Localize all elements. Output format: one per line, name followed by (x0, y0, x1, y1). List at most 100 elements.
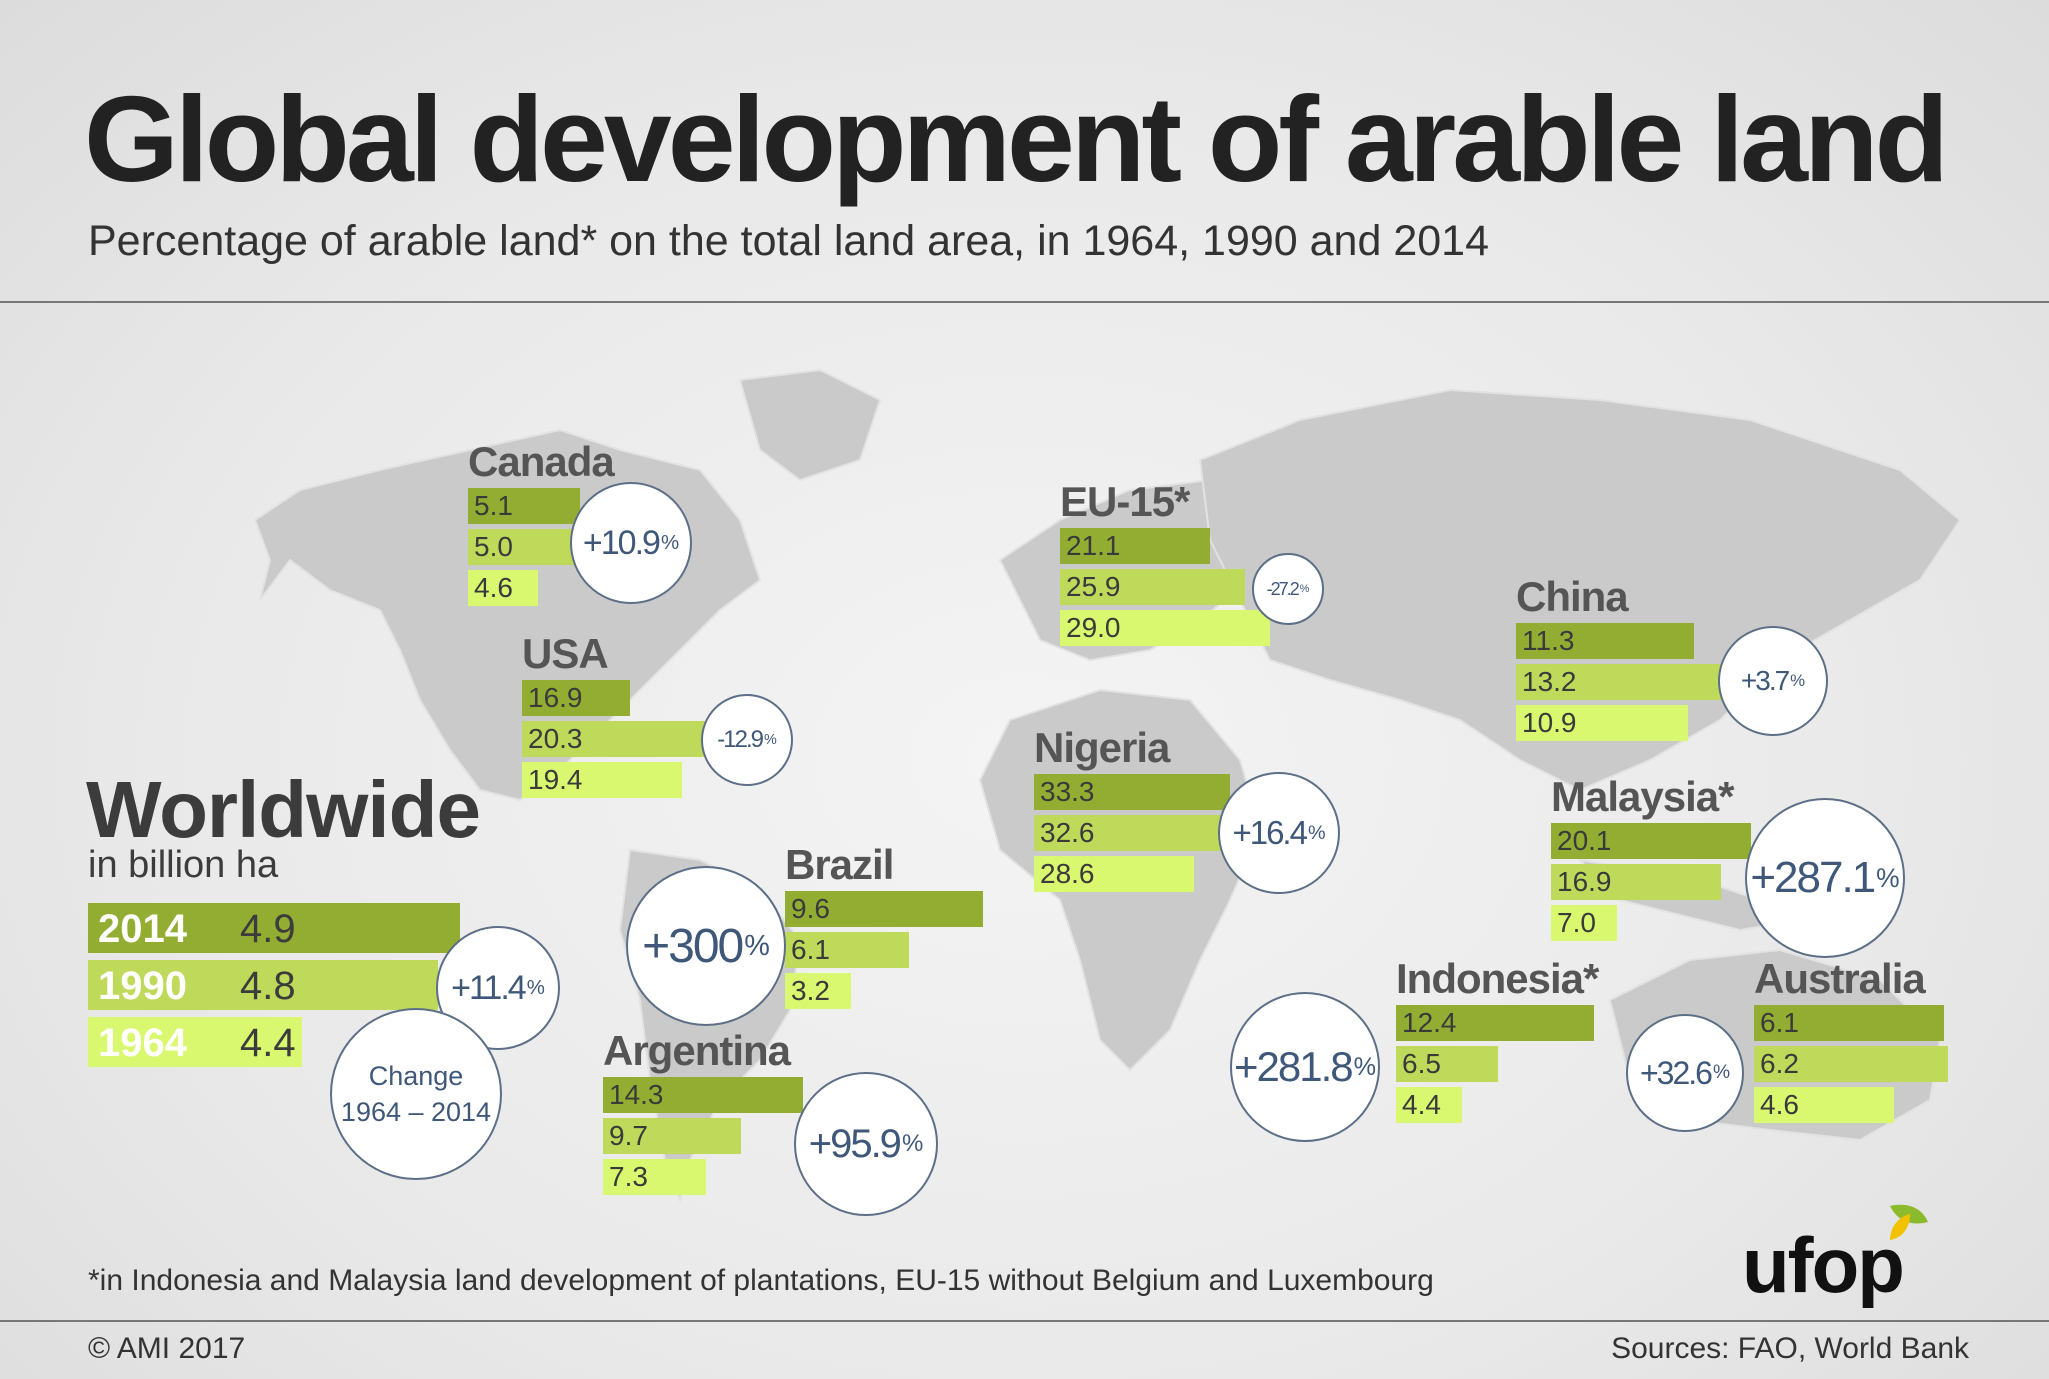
country-china: China 11.3 13.2 10.9 (1516, 576, 1746, 756)
bar-1964: 7.0 (1551, 905, 1617, 941)
page-subtitle: Percentage of arable land* on the total … (88, 217, 1489, 265)
worldwide-bar-2014: 2014 4.9 (88, 903, 460, 953)
bar-1990: 9.7 (603, 1118, 741, 1154)
percent-sign: % (901, 1130, 924, 1157)
country-nigeria: Nigeria 33.3 32.6 28.6 (1034, 727, 1264, 907)
bar-2014: 16.9 (522, 680, 630, 716)
bar-1990: 32.6 (1034, 815, 1230, 851)
bar-2014: 33.3 (1034, 774, 1230, 810)
bar-value: 4.6 (1760, 1089, 1799, 1120)
worldwide-unit: in billion ha (88, 844, 279, 886)
bar-2014: 9.6 (785, 891, 983, 927)
bar-value: 4.6 (474, 572, 513, 603)
bar-1964: 4.6 (1754, 1087, 1894, 1123)
bar-value: 12.4 (1402, 1007, 1457, 1038)
country-name: Indonesia* (1396, 955, 1599, 1002)
bar-value: 19.4 (528, 764, 583, 795)
bar-value: 5.1 (474, 490, 513, 521)
bar-1964: 3.2 (785, 973, 851, 1009)
bar-value: 3.2 (791, 975, 830, 1006)
bar-2014: 14.3 (603, 1077, 803, 1113)
percent-sign: % (1307, 821, 1326, 844)
bar-1990: 5.0 (468, 529, 578, 565)
bar-1990: 6.2 (1754, 1046, 1948, 1082)
year-label: 1990 (98, 964, 187, 1008)
change-legend-line1: Change (368, 1061, 464, 1091)
percent-sign: % (1353, 1052, 1377, 1081)
bar-value: 4.4 (240, 1021, 296, 1065)
change-badge-indonesia: +281.8% (1230, 992, 1380, 1142)
bar-value: 32.6 (1040, 817, 1095, 848)
bar-value: 20.1 (1557, 825, 1612, 856)
bar-1990: 20.3 (522, 721, 707, 757)
worldwide-bar-1964: 1964 4.4 (88, 1017, 302, 1067)
country-name: Nigeria (1034, 724, 1170, 771)
bar-1964: 28.6 (1034, 856, 1194, 892)
country-indonesia: Indonesia* 12.4 6.5 4.4 (1396, 958, 1626, 1138)
map-asia (1198, 388, 1962, 792)
bar-value: 9.6 (791, 893, 830, 924)
country-name: Australia (1754, 955, 1926, 1002)
change-badge-usa: -12.9% (701, 694, 793, 786)
change-badge-china: +3.7% (1718, 626, 1828, 736)
country-name: EU-15* (1060, 478, 1190, 525)
percent-sign: % (744, 929, 770, 962)
country-australia: Australia 6.1 6.2 4.6 (1754, 958, 1984, 1138)
bar-value: 7.3 (609, 1161, 648, 1192)
change-badge-australia: +32.6% (1626, 1014, 1744, 1132)
bar-1964: 10.9 (1516, 705, 1688, 741)
percent-sign: % (660, 531, 680, 554)
country-usa: USA 16.9 20.3 19.4 (522, 633, 722, 813)
percent-sign: % (1712, 1062, 1731, 1083)
country-canada: Canada 5.1 5.0 4.6 (468, 441, 708, 621)
copyright: © AMI 2017 (88, 1332, 246, 1365)
ufop-logo: ufop (1742, 1204, 1928, 1309)
change-value: +16.4 (1232, 814, 1307, 851)
country-name: China (1516, 573, 1629, 620)
change-value: +3.7 (1740, 665, 1790, 696)
bar-2014: 12.4 (1396, 1005, 1594, 1041)
change-badge-canada: +10.9% (570, 482, 692, 604)
bar-value: 28.6 (1040, 858, 1095, 889)
country-malaysia: Malaysia* 20.1 16.9 7.0 (1551, 776, 1781, 956)
percent-sign: % (1299, 583, 1310, 595)
bar-value: 16.9 (528, 682, 583, 713)
bar-2014: 11.3 (1516, 623, 1694, 659)
sources: Sources: FAO, World Bank (1611, 1332, 1969, 1365)
change-legend: Change 1964 – 2014 (330, 1008, 502, 1180)
change-value: +10.9 (582, 523, 661, 562)
change-badge-argentina: +95.9% (794, 1072, 938, 1216)
bar-value: 4.8 (240, 964, 296, 1008)
bar-value: 20.3 (528, 723, 583, 754)
bar-1990: 25.9 (1060, 569, 1245, 605)
change-value: +32.6 (1639, 1054, 1713, 1091)
country-eu15: EU-15* 21.1 25.9 29.0 (1060, 481, 1290, 661)
worldwide-title: Worldwide (86, 765, 481, 854)
bar-value: 6.1 (791, 934, 830, 965)
country-argentina: Argentina 14.3 9.7 7.3 (603, 1030, 823, 1210)
year-label: 2014 (98, 907, 187, 951)
bar-value: 6.5 (1402, 1048, 1441, 1079)
footnote: *in Indonesia and Malaysia land developm… (88, 1264, 1434, 1297)
bar-value: 14.3 (609, 1079, 664, 1110)
bar-value: 10.9 (1522, 707, 1577, 738)
country-name: Brazil (785, 841, 894, 888)
bar-value: 33.3 (1040, 776, 1095, 807)
change-badge-eu15: -27.2% (1252, 553, 1324, 625)
country-name: USA (522, 630, 609, 677)
bar-1990: 6.5 (1396, 1046, 1498, 1082)
bar-2014: 5.1 (468, 488, 580, 524)
bar-1990: 13.2 (1516, 664, 1726, 700)
change-badge-malaysia: +287.1% (1745, 798, 1905, 958)
bar-1964: 4.4 (1396, 1087, 1462, 1123)
leaf-drop-icon (1890, 1204, 1928, 1240)
bar-value: 25.9 (1066, 571, 1121, 602)
bar-value: 7.0 (1557, 907, 1596, 938)
bar-1964: 29.0 (1060, 610, 1270, 646)
bar-value: 6.1 (1760, 1007, 1799, 1038)
percent-sign: % (763, 732, 777, 748)
bar-value: 16.9 (1557, 866, 1612, 897)
bar-value: 13.2 (1522, 666, 1577, 697)
bar-value: 21.1 (1066, 530, 1121, 561)
